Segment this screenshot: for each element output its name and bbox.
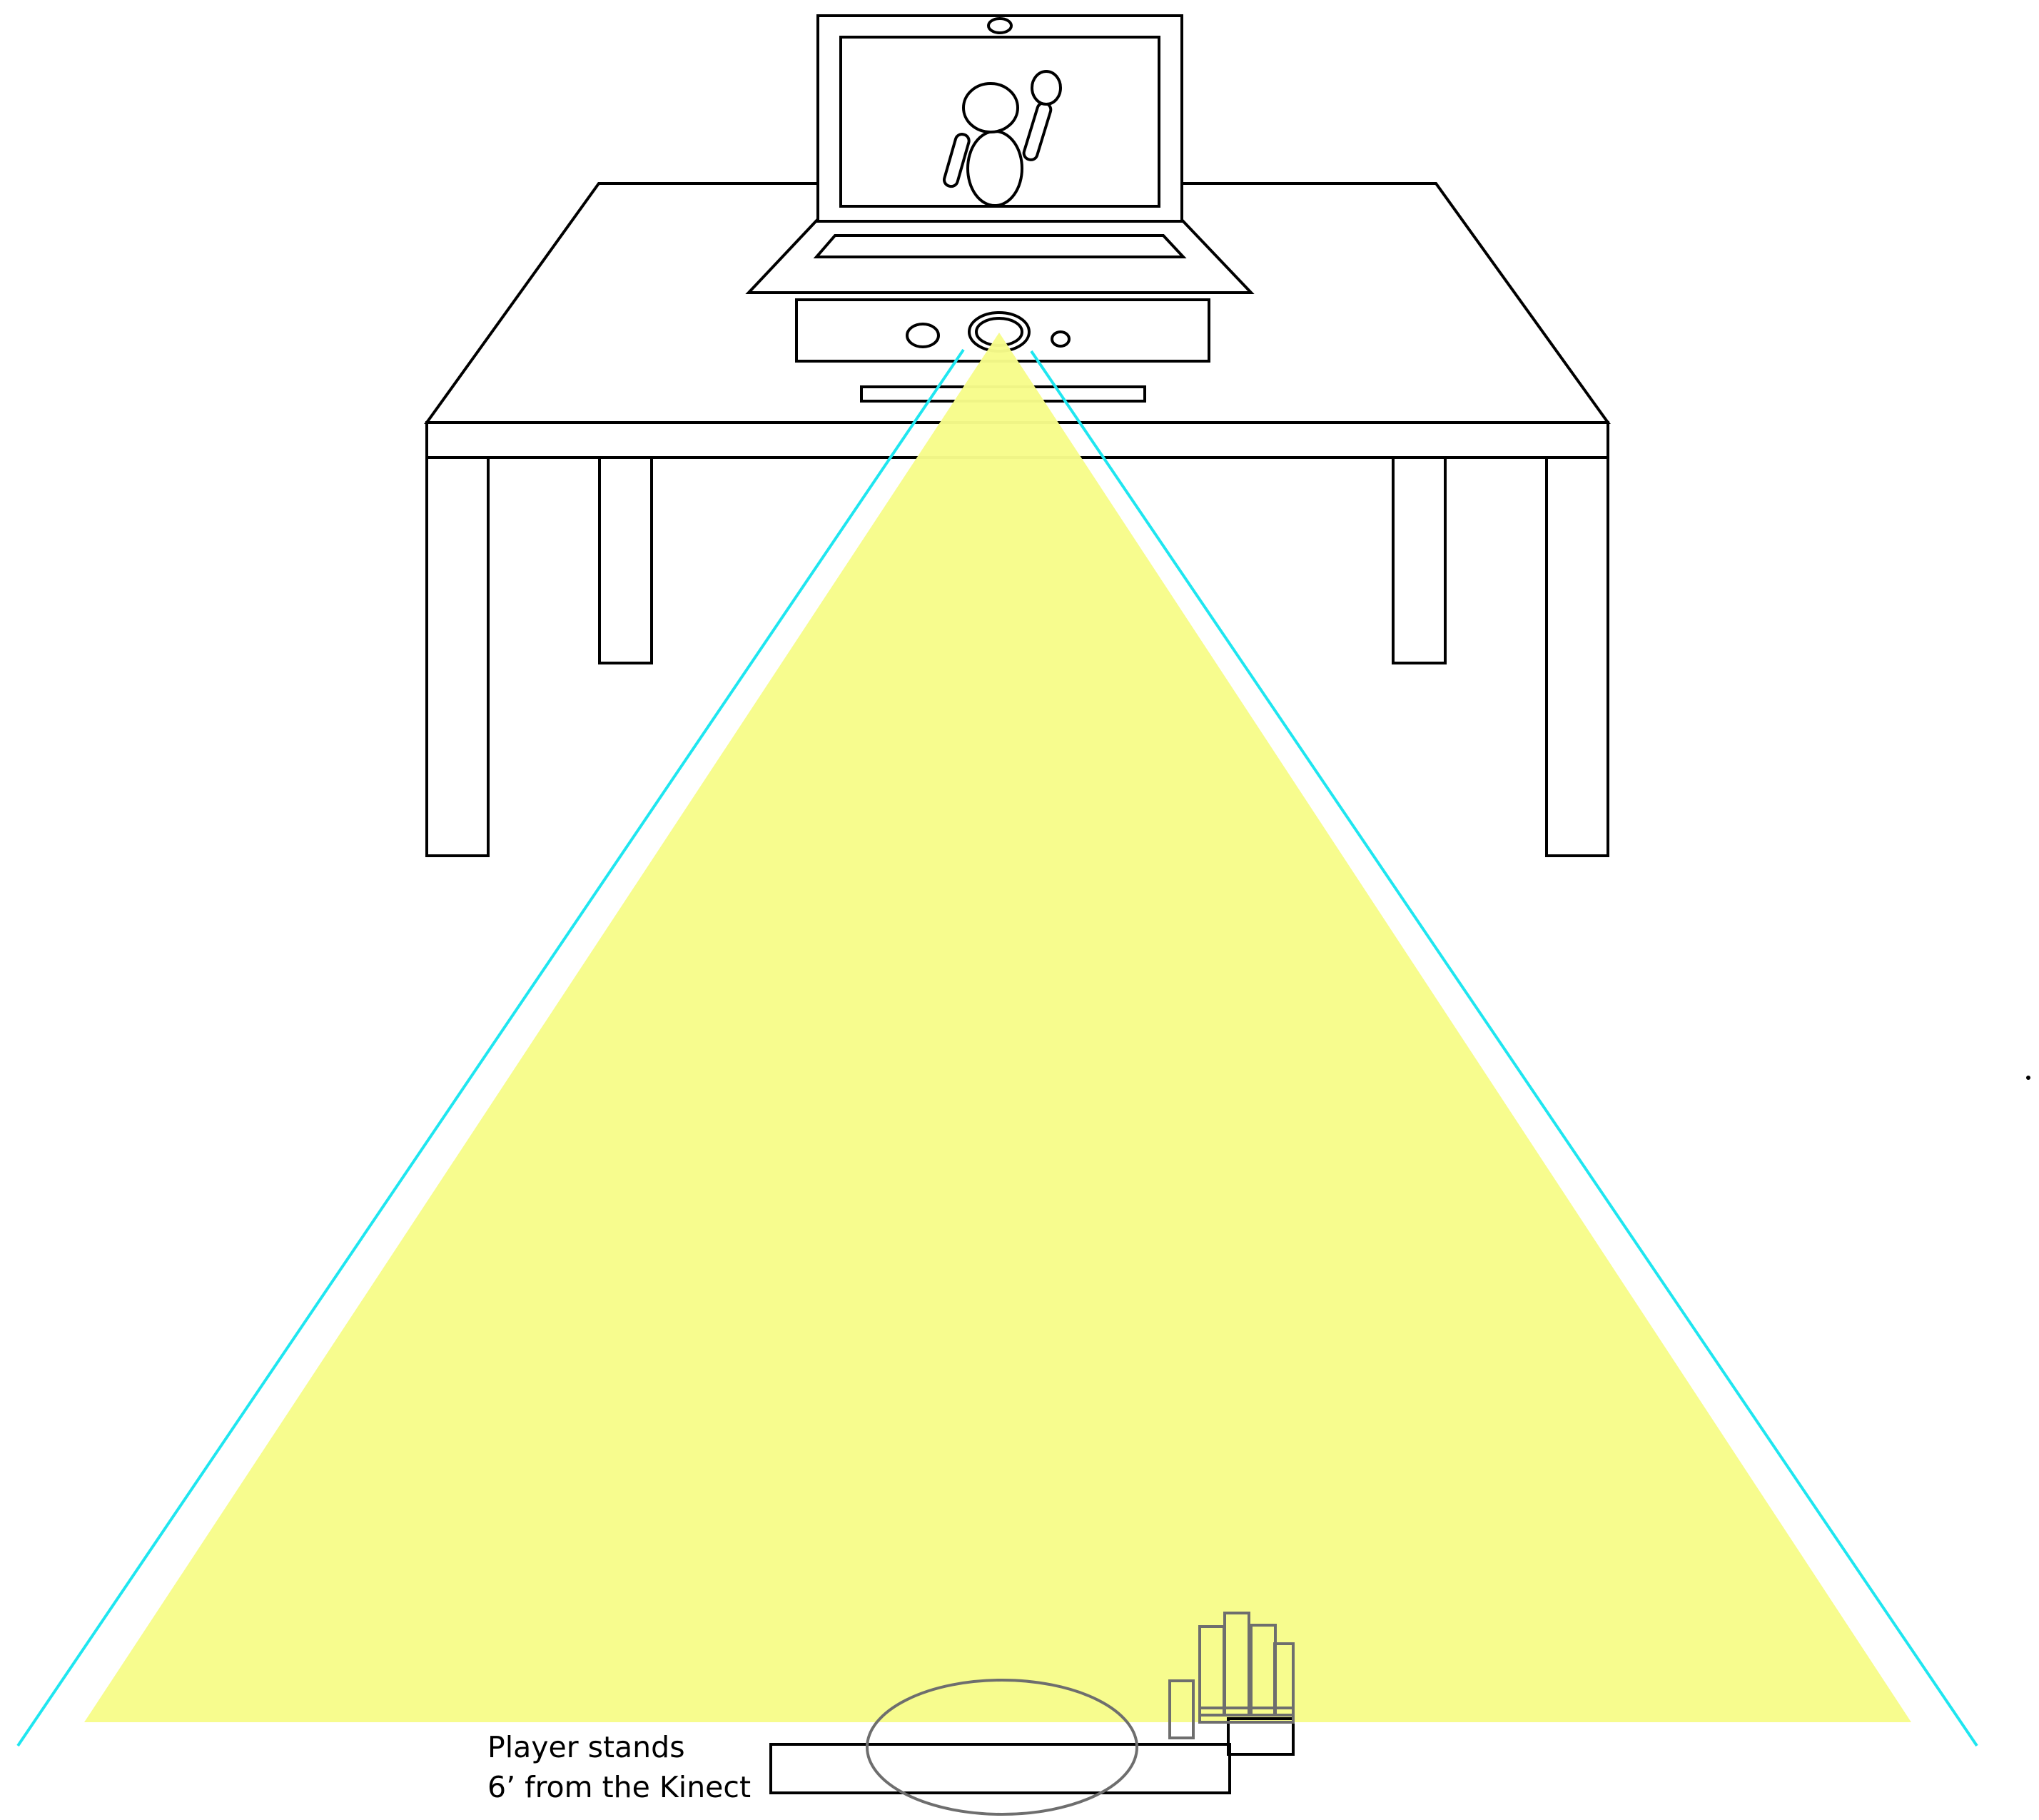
caption-line-2: 6’ from the Kinect <box>487 1770 752 1804</box>
player-hand-base <box>1227 1717 1295 1756</box>
avatar-figure <box>943 70 1062 207</box>
table-leg-front-right <box>1545 456 1609 857</box>
laptop <box>745 14 1255 294</box>
field-of-view-edge-right <box>1030 350 1978 1747</box>
webcam-icon <box>987 17 1013 34</box>
table-leg-back-right <box>1392 456 1447 664</box>
player-footprint <box>866 1679 1138 1816</box>
field-of-view <box>16 333 1978 1747</box>
avatar-left-arm <box>943 133 971 188</box>
player-floor-mat <box>769 1743 1231 1794</box>
player-marker <box>769 1717 1295 1794</box>
hand-finger-little <box>1273 1642 1295 1717</box>
player-distance-caption: Player stands 6’ from the Kinect <box>487 1727 859 1807</box>
avatar-body <box>966 130 1023 207</box>
hand-thumb <box>1168 1679 1195 1739</box>
avatar-head <box>962 82 1019 133</box>
field-of-view-edge-left <box>16 348 965 1747</box>
table-leg-front-left <box>425 456 490 857</box>
table-leg-back-left <box>598 456 653 664</box>
hand-finger-middle <box>1223 1612 1250 1717</box>
field-of-view-cone <box>84 333 1911 1722</box>
avatar-hand <box>1031 70 1062 106</box>
table <box>424 182 1611 857</box>
caption-line-1: Player stands <box>487 1730 685 1764</box>
laptop-keyboard <box>813 234 1187 258</box>
stray-dot <box>2026 1076 2030 1080</box>
kinect-ir-emitter-icon <box>906 323 940 348</box>
hand-icon <box>1168 1612 1295 1739</box>
kinect-depth-sensor-icon <box>1051 330 1071 348</box>
player-overlay <box>866 1612 1295 1816</box>
